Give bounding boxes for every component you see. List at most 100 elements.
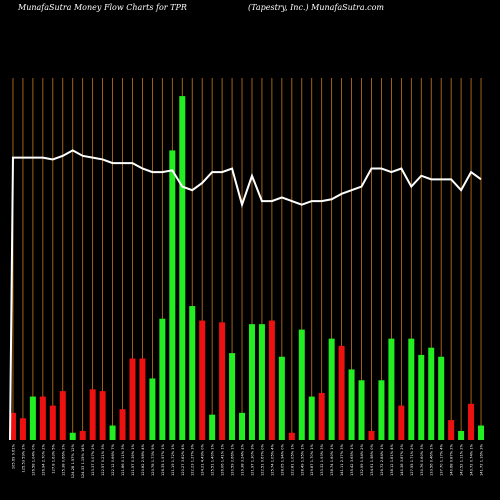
bar xyxy=(239,412,246,440)
x-axis-labels: 105.69 9.61% 125.53 59% 2% 126.58 1.04% 0%… xyxy=(11,443,483,478)
x-tick-label: 127.8 1.63% 5% xyxy=(51,443,55,473)
x-tick-label: 126.35 1.57% 1% xyxy=(161,443,165,476)
bar xyxy=(49,405,56,440)
x-tick-label: 126.58 1.04% 0% xyxy=(31,443,35,476)
bar xyxy=(199,320,206,440)
bar xyxy=(169,150,176,440)
x-tick-label: 125.74 1.05% 4% xyxy=(270,443,274,476)
bar xyxy=(348,369,355,440)
bar xyxy=(418,354,425,440)
x-tick-label: 125.51 1.40% 1% xyxy=(211,443,215,476)
bar xyxy=(9,412,16,440)
bar xyxy=(278,356,285,440)
x-tick-label: 126.06 1.41% 1% xyxy=(221,443,225,476)
bar xyxy=(458,430,465,440)
x-tick-label: 121.57 0.39% 1% xyxy=(131,443,135,476)
bar xyxy=(89,389,96,440)
bar xyxy=(468,403,475,440)
bar xyxy=(29,396,36,440)
x-tick-label: 138.12 1.81% 4% xyxy=(390,443,394,476)
x-tick-label: 121.97 1.30% 3% xyxy=(250,443,254,476)
x-tick-label: 119.38 3.24% 2% xyxy=(241,443,245,476)
bar xyxy=(328,338,335,440)
bar xyxy=(69,432,76,440)
bar xyxy=(378,380,385,440)
bar xyxy=(368,430,375,440)
x-tick-label: 120.78 1.73% 5% xyxy=(151,443,155,476)
bar xyxy=(159,318,166,440)
x-tick-label: 125.53 59% 2% xyxy=(21,443,25,472)
bar xyxy=(288,432,295,440)
x-tick-label: 133.56 0.46% 1% xyxy=(430,443,434,476)
bar xyxy=(478,425,485,440)
bar xyxy=(129,358,136,440)
chart-title: MunafaSutra Money Flow Charts for TPR xyxy=(18,3,187,12)
bar xyxy=(79,430,86,440)
bar xyxy=(258,324,265,440)
bar xyxy=(438,356,445,440)
bar xyxy=(298,329,305,440)
bar xyxy=(189,306,196,440)
bar xyxy=(338,345,345,440)
x-tick-label: 132.99 1.54% 2% xyxy=(360,443,364,476)
x-tick-label: 126.72 2.84% 1% xyxy=(380,443,384,476)
bar xyxy=(308,396,315,440)
x-tick-label: 134.91 1.58% 0% xyxy=(370,443,374,476)
bar xyxy=(248,324,255,440)
x-tick-label: 135.42 3.65% 1% xyxy=(350,443,354,476)
x-tick-label: 124.33 1.15% 14% xyxy=(81,443,85,478)
bar xyxy=(109,425,116,440)
bar xyxy=(209,414,216,440)
x-tick-label: 121.19 1.72% 1% xyxy=(171,443,175,476)
price-line xyxy=(9,149,482,441)
bar xyxy=(59,391,66,440)
bar xyxy=(139,358,146,440)
chart-subtitle: (Tapestry, Inc.) MunafaSutra.com xyxy=(248,3,385,12)
bar xyxy=(448,420,455,440)
x-tick-label: 122.23 1.27% 3% xyxy=(191,443,195,476)
x-tick-label: 128.05 1.94% 0% xyxy=(280,443,284,476)
x-tick-label: 141.11 2.37% 3% xyxy=(340,443,344,476)
x-tick-label: 125.38 0.66% 2% xyxy=(61,443,65,476)
bar xyxy=(408,338,415,440)
x-tick-label: 122.12 0.66% 7% xyxy=(111,443,115,476)
bar xyxy=(388,338,395,440)
x-tick-label: 122.81 1.05% 1% xyxy=(290,443,294,476)
bar xyxy=(318,392,325,440)
x-tick-label: 130.76 0.60% 3% xyxy=(420,443,424,476)
bar xyxy=(428,347,435,440)
x-tick-label: 141.72 1.16% 3% xyxy=(480,443,484,476)
x-tick-label: 140.68 0.87% 2% xyxy=(450,443,454,476)
x-tick-label: 124.28 1.57% 12% xyxy=(71,443,75,478)
bar xyxy=(179,96,186,440)
bar xyxy=(229,353,236,440)
bar xyxy=(268,320,275,440)
bar xyxy=(39,396,46,440)
x-tick-label: 137.70 1.17% 4% xyxy=(440,443,444,476)
bar xyxy=(99,391,106,440)
x-tick-label: 123.37 0.07% 2% xyxy=(91,443,95,476)
bar xyxy=(398,405,405,440)
bar xyxy=(19,418,26,440)
x-tick-label: 124.21 4.49% 0% xyxy=(201,443,205,476)
x-tick-label: 143.72 0.74% 1% xyxy=(470,443,474,476)
x-tick-label: 142.52 1.11% 2% xyxy=(460,443,464,476)
x-tick-label: 138.74 1.60% 1% xyxy=(330,443,334,476)
bar xyxy=(358,380,365,440)
x-tick-label: 120.82 2.98% 4% xyxy=(141,443,145,476)
x-tick-label: 133.32 1.93% 3% xyxy=(320,443,324,476)
x-tick-label: 122.57 0.21% 3% xyxy=(101,443,105,476)
x-tick-label: 129.87 1.70% 1% xyxy=(310,443,314,476)
bar xyxy=(119,409,126,440)
x-tick-label: 120.59 2.66% 1% xyxy=(231,443,235,476)
bar xyxy=(149,378,156,440)
x-tick-label: 120.27 3.82% 4% xyxy=(181,443,185,476)
x-tick-label: 126.94 2.70% 2% xyxy=(41,443,45,476)
x-tick-label: 128.49 1.95% 1% xyxy=(300,443,304,476)
x-tick-label: 140.38 3.87% 2% xyxy=(400,443,404,476)
x-tick-label: 105.69 9.61% xyxy=(11,443,15,469)
money-flow-bars xyxy=(9,96,485,440)
x-tick-label: 127.55 1.71% 2% xyxy=(410,443,414,476)
x-tick-label: 122.51 0.67% 0% xyxy=(260,443,264,476)
